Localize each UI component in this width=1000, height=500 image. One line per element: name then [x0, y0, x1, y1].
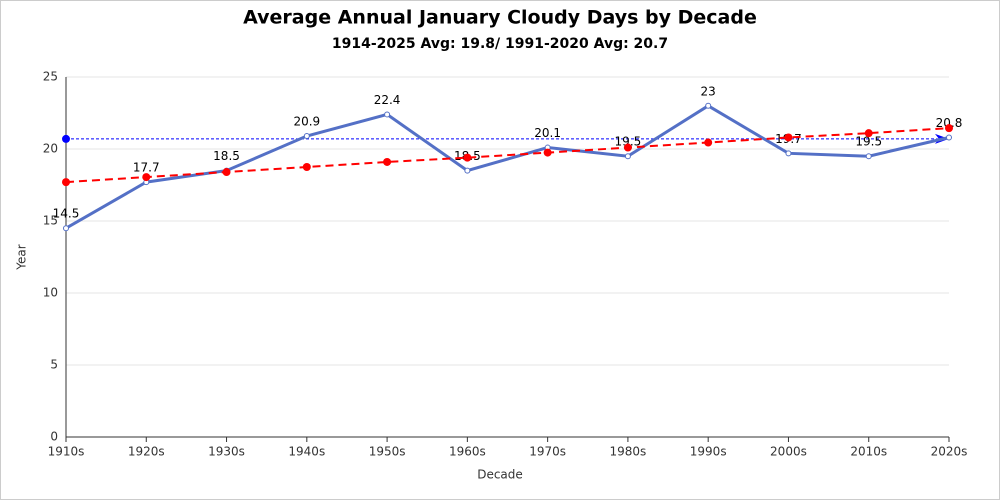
trend-point [945, 124, 953, 133]
trend-line [65, 127, 950, 184]
data-point [946, 134, 952, 141]
data-point [865, 153, 872, 160]
x-tick-label: 1960s [449, 445, 486, 459]
x-tick-label: 1940s [288, 445, 325, 459]
trend-point [383, 157, 392, 166]
x-tick-label: 1930s [208, 445, 245, 459]
data-point [464, 167, 471, 174]
x-tick-label: 1990s [690, 445, 727, 459]
data-point [384, 111, 391, 118]
chart-title: Average Annual January Cloudy Days by De… [243, 7, 757, 29]
trend-point [62, 178, 70, 187]
trend-point [543, 148, 552, 157]
data-label: 20.9 [293, 115, 320, 129]
x-tick-label: 1950s [369, 445, 406, 459]
data-point [705, 102, 712, 109]
data-label: 23 [701, 84, 716, 98]
data-point [303, 133, 310, 140]
y-tick-label: 25 [43, 70, 58, 84]
data-label: 19.5 [855, 135, 882, 149]
y-axis-label: Year [15, 244, 29, 270]
data-label: 18.5 [213, 149, 240, 163]
data-label: 20.1 [534, 126, 561, 140]
trend-point [864, 129, 873, 138]
trend-point [222, 168, 231, 177]
data-label: 17.7 [133, 161, 160, 175]
x-tick-label: 2020s [931, 445, 968, 459]
trend-point [463, 153, 472, 162]
data-label: 19.5 [615, 135, 642, 149]
trend-point [142, 173, 151, 182]
x-axis-label: Decade [477, 468, 523, 482]
data-label: 20.8 [936, 116, 963, 130]
x-tick-label: 1910s [48, 445, 85, 459]
trend-point [784, 133, 793, 142]
y-tick-label: 10 [43, 286, 58, 300]
x-tick-label: 1970s [529, 445, 566, 459]
x-tick-label: 2000s [770, 445, 807, 459]
x-tick-label: 1920s [128, 445, 165, 459]
data-point [785, 150, 792, 157]
x-tick-label: 2010s [850, 445, 887, 459]
trend-point [302, 163, 311, 171]
reference-start [62, 134, 70, 143]
y-tick-label: 5 [50, 358, 58, 372]
y-tick-label: 0 [50, 430, 58, 444]
trend-point [704, 138, 713, 147]
x-tick-label: 1980s [610, 445, 647, 459]
y-tick-label: 15 [43, 214, 58, 228]
data-point [63, 225, 69, 232]
data-label: 14.5 [53, 207, 80, 221]
trend-point [623, 143, 632, 152]
chart-subtitle: 1914-2025 Avg: 19.8/ 1991-2020 Avg: 20.7 [332, 36, 668, 52]
y-tick-label: 20 [43, 142, 58, 156]
data-point [624, 153, 631, 160]
data-label: 22.4 [374, 93, 401, 107]
